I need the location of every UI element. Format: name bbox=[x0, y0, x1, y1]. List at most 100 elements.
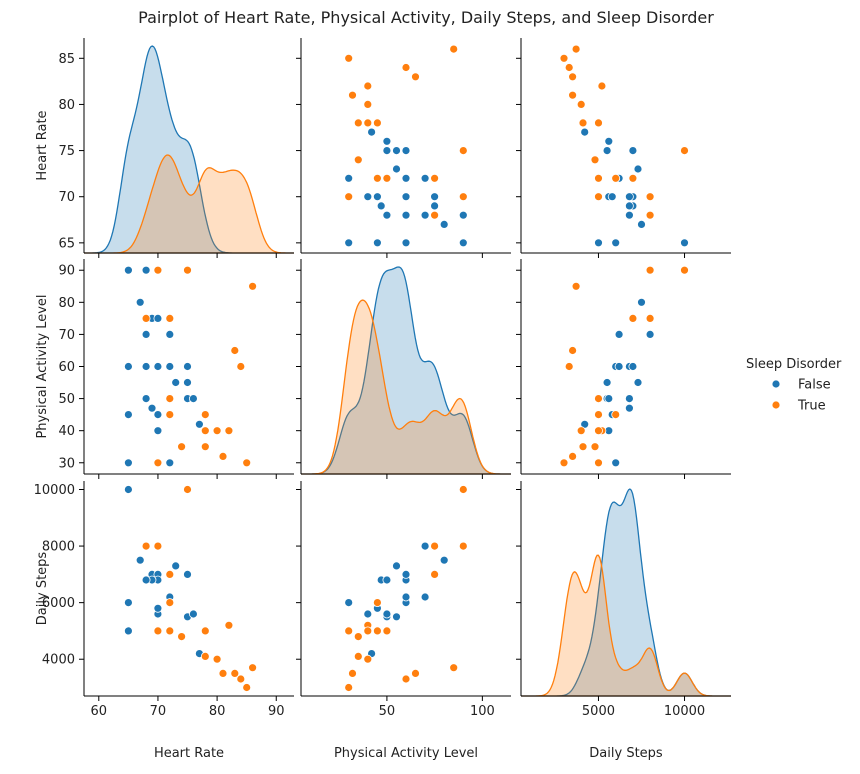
point-false-18 bbox=[367, 127, 377, 137]
point-false-13 bbox=[633, 164, 643, 174]
point-false-23 bbox=[625, 210, 634, 220]
point-true-17 bbox=[363, 626, 373, 636]
chart-title: Pairplot of Heart Rate, Physical Activit… bbox=[138, 8, 714, 27]
point-false-23 bbox=[141, 575, 151, 585]
point-true-4 bbox=[571, 44, 581, 54]
point-true-4 bbox=[449, 44, 459, 54]
point-true-0 bbox=[183, 265, 192, 275]
point-true-11 bbox=[353, 155, 363, 165]
y-tick-label: 70 bbox=[58, 190, 75, 205]
point-true-7 bbox=[165, 410, 175, 420]
point-true-4 bbox=[248, 281, 258, 291]
point-false-21 bbox=[363, 609, 373, 619]
point-true-5 bbox=[568, 72, 577, 82]
point-false-7 bbox=[430, 201, 440, 211]
point-true-1 bbox=[645, 192, 655, 202]
point-true-6 bbox=[236, 674, 246, 684]
point-true-12 bbox=[578, 442, 588, 452]
x-tick-label: 80 bbox=[209, 704, 226, 719]
y-tick-label: 70 bbox=[58, 328, 75, 343]
point-true-15 bbox=[153, 458, 163, 468]
point-true-1 bbox=[153, 541, 163, 551]
point-false-2 bbox=[372, 238, 382, 248]
point-false-21 bbox=[363, 192, 373, 202]
point-true-16 bbox=[382, 173, 392, 183]
point-true-1 bbox=[153, 265, 163, 275]
panel-physical-activity-level-vs-heart-rate: 30 40 50 60 70 80 90 Physical Activity Level bbox=[35, 259, 294, 479]
point-true-1 bbox=[458, 192, 468, 202]
point-false-22 bbox=[607, 192, 617, 202]
point-true-7 bbox=[372, 598, 382, 607]
point-false-0 bbox=[123, 485, 133, 494]
point-false-15 bbox=[392, 612, 401, 622]
point-true-13 bbox=[348, 90, 357, 100]
point-false-22 bbox=[153, 410, 163, 420]
x-tick-label: 5000 bbox=[582, 704, 615, 719]
point-true-10 bbox=[224, 620, 234, 630]
point-false-21 bbox=[153, 426, 163, 436]
point-false-10 bbox=[625, 192, 634, 202]
point-false-1 bbox=[123, 362, 133, 371]
point-true-6 bbox=[236, 362, 246, 371]
point-false-17 bbox=[382, 609, 392, 619]
point-true-5 bbox=[230, 669, 240, 678]
point-true-17 bbox=[200, 626, 210, 636]
point-false-23 bbox=[141, 394, 151, 404]
point-false-15 bbox=[392, 146, 401, 156]
point-false-5 bbox=[420, 210, 430, 220]
point-true-10 bbox=[224, 426, 234, 436]
point-true-9 bbox=[576, 100, 586, 109]
kde-false-daily-steps bbox=[521, 488, 731, 697]
point-true-16 bbox=[382, 626, 392, 636]
point-true-0 bbox=[183, 485, 192, 494]
point-true-15 bbox=[344, 192, 354, 202]
point-true-13 bbox=[348, 669, 357, 678]
point-false-8 bbox=[135, 297, 145, 307]
point-false-18 bbox=[194, 419, 204, 429]
legend-label-false: False bbox=[798, 378, 831, 393]
x-axis-label-daily-steps: Daily Steps bbox=[589, 746, 663, 761]
point-false-23 bbox=[625, 394, 634, 404]
point-false-3 bbox=[123, 458, 133, 468]
point-false-16 bbox=[382, 146, 392, 156]
point-false-6 bbox=[401, 210, 411, 220]
point-true-11 bbox=[590, 155, 600, 165]
panel-daily-steps-vs-physical-activity-level: 50 100 Physical Activity Level bbox=[296, 481, 511, 761]
point-false-5 bbox=[645, 329, 655, 339]
point-true-11 bbox=[177, 442, 187, 452]
panel-heart-rate-vs-physical-activity-level bbox=[296, 38, 511, 258]
point-true-0 bbox=[680, 146, 689, 156]
point-false-8 bbox=[439, 555, 449, 565]
panel-daily-steps-vs-daily-steps: 5000 10000 Daily Steps bbox=[516, 481, 731, 761]
point-false-19 bbox=[344, 598, 354, 607]
point-true-7 bbox=[611, 410, 621, 420]
point-true-9 bbox=[363, 100, 373, 109]
point-false-14 bbox=[183, 570, 192, 579]
point-true-8 bbox=[372, 118, 382, 128]
point-true-2 bbox=[645, 210, 655, 220]
point-true-14 bbox=[344, 683, 354, 692]
point-false-11 bbox=[165, 329, 175, 339]
point-true-5 bbox=[568, 346, 577, 355]
point-true-3 bbox=[430, 570, 440, 579]
x-tick-label: 90 bbox=[268, 704, 285, 719]
point-false-23 bbox=[382, 575, 392, 585]
point-true-6 bbox=[401, 63, 411, 72]
point-false-6 bbox=[141, 362, 151, 371]
y-axis-label-heart-rate: Heart Rate bbox=[35, 110, 50, 180]
point-true-15 bbox=[344, 626, 354, 636]
point-true-12 bbox=[200, 652, 210, 661]
legend-marker-true bbox=[771, 400, 781, 410]
point-false-3 bbox=[344, 238, 354, 248]
point-false-12 bbox=[401, 173, 411, 183]
point-false-0 bbox=[458, 238, 468, 248]
y-tick-label: 40 bbox=[58, 424, 75, 439]
x-axis-label-physical-activity-level: Physical Activity Level bbox=[334, 746, 478, 761]
panel-physical-activity-level-vs-daily-steps bbox=[516, 259, 731, 479]
point-false-5 bbox=[141, 329, 151, 339]
point-false-15 bbox=[183, 378, 192, 387]
point-false-19 bbox=[165, 458, 175, 468]
point-false-8 bbox=[439, 219, 449, 229]
y-tick-label: 65 bbox=[58, 236, 75, 251]
point-false-17 bbox=[382, 136, 392, 146]
